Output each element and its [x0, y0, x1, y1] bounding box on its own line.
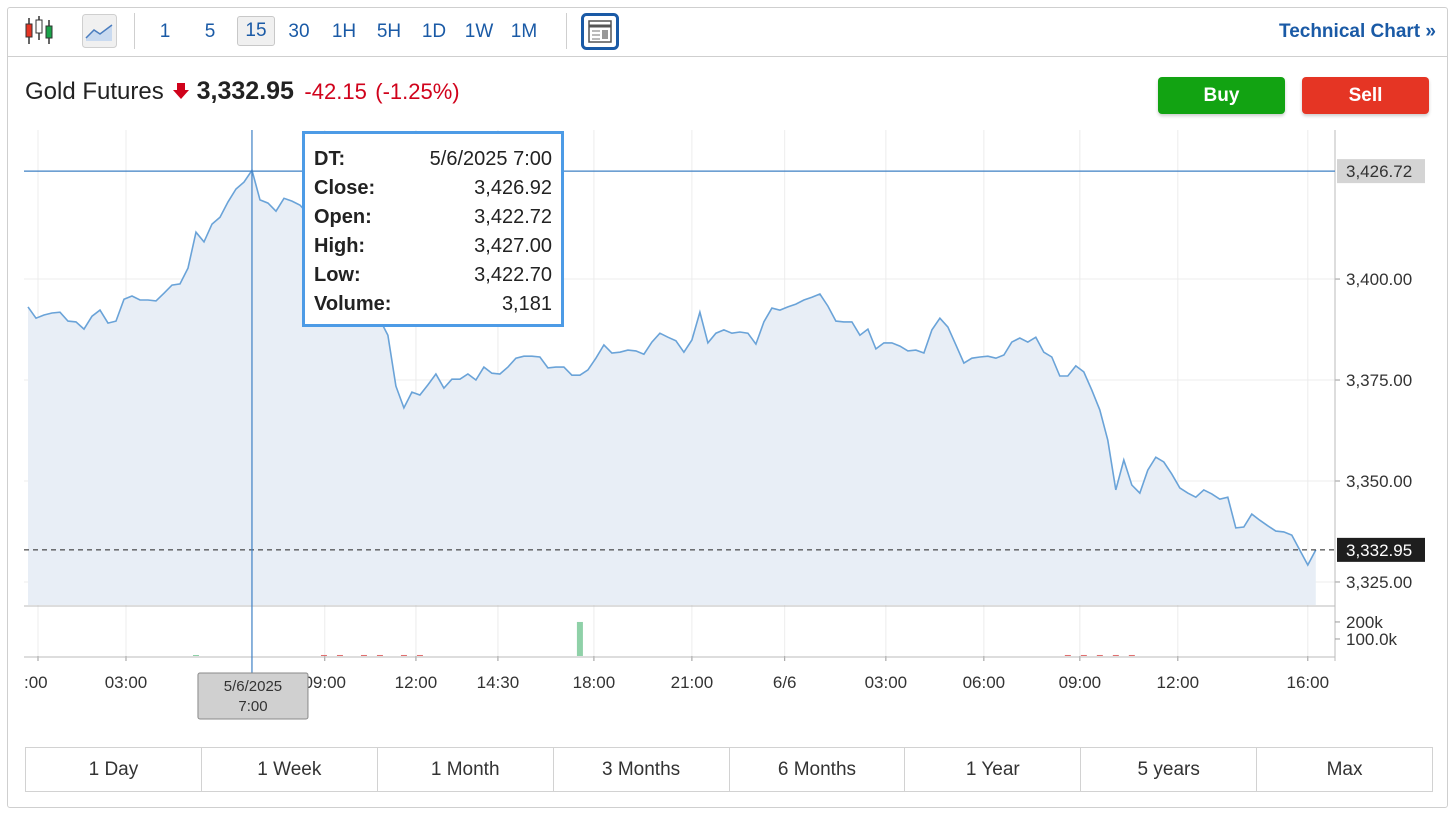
y-tick-label: 3,375.00 — [1346, 371, 1412, 390]
x-tick-label: 03:00 — [105, 673, 148, 692]
range-tabs: 1 Day 1 Week 1 Month 3 Months 6 Months 1… — [25, 747, 1433, 792]
link-text[interactable]: Technical Chart — [1279, 21, 1421, 42]
tooltip-label: High: — [314, 235, 366, 257]
last-price: 3,332.95 — [196, 77, 294, 105]
tooltip-row: Low: 3,422.70 — [314, 261, 552, 290]
tooltip: DT: 5/6/2025 7:00 Close: 3,426.92 Open: 3,4… — [302, 131, 564, 327]
volume-bar — [1064, 654, 1071, 656]
toolbar-divider — [8, 56, 1447, 57]
interval-button[interactable]: 30 — [288, 21, 310, 42]
sell-button[interactable]: Sell — [1302, 77, 1429, 114]
price-area — [28, 170, 1316, 606]
tooltip-label: Close: — [314, 177, 376, 199]
last-price-label: 3,332.95 — [1346, 541, 1412, 560]
x-tick-label: 06:00 — [963, 673, 1006, 692]
interval-button[interactable]: 1W — [464, 21, 494, 42]
crosshair-y-box — [1337, 159, 1425, 184]
tooltip-label: Volume: — [314, 293, 392, 315]
y-tick-label: 3,350.00 — [1346, 472, 1412, 491]
range-tab[interactable]: 5 years — [1080, 748, 1256, 791]
tooltip-label: Open: — [314, 206, 372, 228]
down-arrow — [173, 83, 190, 99]
volume-bar — [1096, 654, 1103, 656]
layout-icon[interactable] — [581, 13, 619, 50]
tooltip-label: Low: — [314, 264, 361, 286]
volume-tick-label: 100.0k — [1346, 630, 1398, 649]
x-tick-label: 09:00 — [303, 673, 346, 692]
interval-button[interactable]: 1 — [159, 21, 171, 42]
interval-button[interactable]: 1M — [510, 21, 538, 42]
price-change: -42.15 — [304, 79, 367, 104]
x-tick-label: 12:00 — [1157, 673, 1200, 692]
volume-bar — [320, 654, 327, 656]
interval-button[interactable]: 15 — [237, 16, 275, 46]
buy-button[interactable]: Buy — [1158, 77, 1285, 114]
tooltip-value: 3,181 — [501, 293, 552, 315]
toolbar-separator — [566, 13, 567, 49]
x-tick-label: 18:00 — [573, 673, 616, 692]
crosshair-y-label: 3,426.72 — [1346, 162, 1412, 181]
x-tick-label: 12:00 — [395, 673, 438, 692]
x-tick-label: 16:00 — [1287, 673, 1330, 692]
range-tab[interactable]: 1 Month — [376, 748, 553, 791]
price-change-percent: (-1.25%) — [375, 79, 460, 104]
volume-bar — [1112, 654, 1119, 656]
volume-bar — [376, 654, 383, 656]
interval-button[interactable]: 1H — [331, 21, 357, 42]
technical-chart-link[interactable]: Technical Chart » — [1279, 18, 1436, 46]
price-line — [27, 168, 1317, 567]
line-chart-icon[interactable] — [82, 14, 117, 48]
widget-frame — [7, 7, 1448, 808]
tooltip-value: 3,422.72 — [474, 206, 552, 228]
candlestick-icon[interactable] — [22, 14, 56, 48]
x-tick-label: 6/6 — [773, 673, 797, 692]
link-arrow[interactable]: » — [1425, 21, 1436, 42]
interval-button[interactable]: 5H — [376, 21, 402, 42]
y-tick-label: 3,400.00 — [1346, 270, 1412, 289]
range-tab[interactable]: 1 Year — [904, 748, 1080, 791]
x-tick-label: 14:30 — [477, 673, 520, 692]
volume-bar — [416, 654, 423, 656]
range-tab[interactable]: 1 Day — [88, 759, 139, 780]
tooltip-row: DT: 5/6/2025 7:00 — [314, 145, 552, 174]
x-tick-label: 21:00 — [671, 673, 714, 692]
tooltip-value: 3,422.70 — [474, 264, 552, 286]
tooltip-row: High: 3,427.00 — [314, 232, 552, 261]
range-tab[interactable]: 3 Months — [552, 748, 729, 791]
volume-tick-label: 200k — [1346, 613, 1383, 632]
crosshair-x-label: 7:00 — [238, 698, 267, 715]
tooltip-row: Open: 3,422.72 — [314, 203, 552, 232]
crosshair-x-label: 5/6/2025 — [224, 678, 282, 695]
last-price-box — [1337, 537, 1425, 562]
crosshair-x-box — [197, 672, 309, 720]
instrument-name: Gold Futures — [25, 78, 164, 105]
volume-bar — [400, 654, 407, 656]
range-tab[interactable]: 1 Week — [200, 748, 377, 791]
interval-button[interactable]: 1D — [421, 21, 447, 42]
tooltip-row: Close: 3,426.92 — [314, 174, 552, 203]
y-tick-label: 3,325.00 — [1346, 573, 1412, 592]
range-tab[interactable]: Max — [1256, 748, 1432, 791]
x-tick-label: 03:00 — [865, 673, 908, 692]
x-tick-label: 09:00 — [1059, 673, 1102, 692]
volume-bar — [192, 655, 199, 656]
volume-bar — [1128, 654, 1135, 656]
quote-header: Gold Futures 3,332.95 -42.15 (-1.25%) — [25, 74, 460, 108]
tooltip-row: Volume: 3,181 — [314, 290, 552, 319]
toolbar-separator — [134, 13, 135, 49]
tooltip-value: 5/6/2025 7:00 — [429, 148, 552, 170]
volume-bar — [576, 621, 583, 656]
tooltip-value: 3,426.92 — [474, 177, 552, 199]
x-tick-label: :00 — [24, 673, 48, 692]
range-tab[interactable]: 6 Months — [728, 748, 905, 791]
interval-button[interactable]: 5 — [204, 21, 216, 42]
tooltip-label: DT: — [314, 148, 346, 170]
volume-bar — [1080, 654, 1087, 656]
volume-bar — [360, 654, 367, 656]
volume-bar — [336, 654, 343, 656]
tooltip-value: 3,427.00 — [474, 235, 552, 257]
price-chart: 3,325.00 3,350.00 3,375.00 3,400.00 :00 03:00… — [24, 130, 1425, 720]
